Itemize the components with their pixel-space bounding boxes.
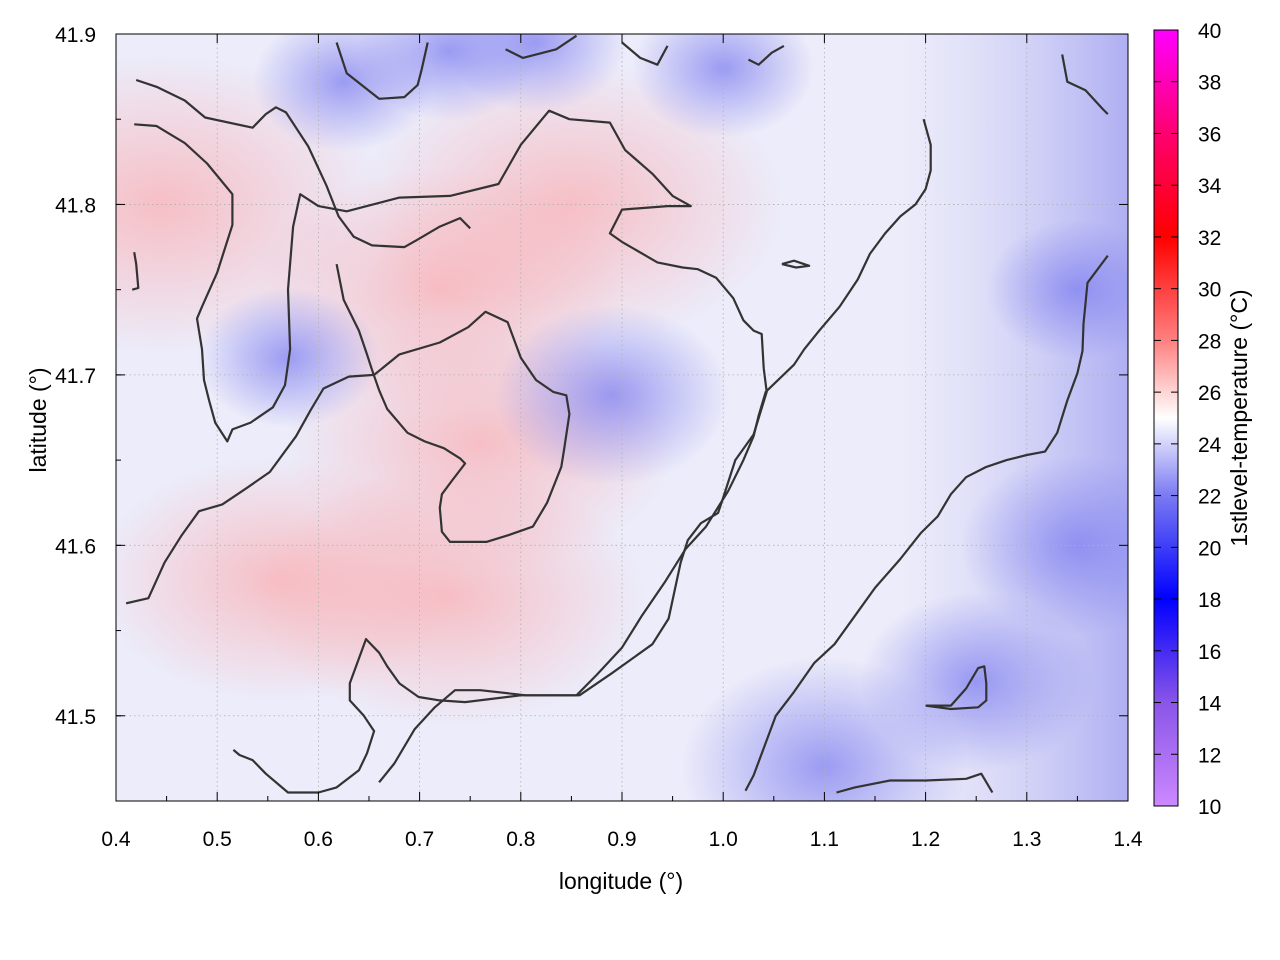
colorbar-tick-label: 18	[1198, 589, 1221, 612]
contour-north-edge-2	[621, 41, 669, 66]
y-axis-label: latitude (°)	[25, 367, 51, 472]
colorbar-tick-label: 14	[1198, 693, 1222, 716]
cold-area-2	[445, 34, 627, 113]
colorbar-tick-label: 26	[1198, 382, 1221, 405]
colorbar-label: 1stlevel-temperature (°C)	[1226, 289, 1252, 546]
contour-north-east-corner	[1061, 54, 1109, 115]
contour-tiny-loop	[781, 259, 811, 269]
colorbar-tick-label: 24	[1198, 434, 1222, 457]
cold-area-3	[494, 305, 729, 486]
contour-eastern-band	[378, 118, 932, 783]
colorbar-tick-label: 20	[1198, 537, 1221, 560]
x-tick-label: 0.8	[506, 828, 535, 851]
colorbar-tick-label: 28	[1198, 330, 1221, 353]
y-tick-label: 41.7	[55, 365, 96, 388]
colorbar-tick-label: 22	[1198, 486, 1221, 509]
x-axis: 0.4 0.5 0.6 0.7 0.8 0.9 1.0 1.1 1.2 1.3 1.4	[101, 34, 1143, 851]
colorbar-tick-label: 36	[1198, 123, 1221, 146]
colorbar-tick-label: 10	[1198, 796, 1221, 819]
x-tick-label: 1.1	[810, 828, 839, 851]
colorbar-tick-label: 40	[1198, 20, 1221, 43]
y-tick-label: 41.5	[55, 706, 96, 729]
colorbar-tick-label: 34	[1198, 175, 1222, 198]
cold-area-9	[632, 34, 815, 139]
colorbar-tick-label: 16	[1198, 641, 1221, 664]
contour-west-closed-region	[134, 109, 768, 794]
x-tick-label: 0.7	[405, 828, 434, 851]
contour-south-closed-small	[925, 665, 988, 711]
x-tick-label: 0.5	[203, 828, 232, 851]
contour-west-edge-nub	[131, 252, 140, 291]
y-tick-label: 41.9	[55, 24, 96, 47]
y-axis: 41.5 41.6 41.7 41.8 41.9	[55, 24, 1128, 802]
colorbar-tick-label: 30	[1198, 279, 1221, 302]
contour-north-edge-3	[748, 44, 785, 66]
contour-western-warm-region	[135, 78, 471, 249]
x-tick-label: 0.9	[607, 828, 636, 851]
cold-area-7	[681, 656, 968, 801]
x-tick-label: 0.6	[304, 828, 333, 851]
heatmap-field	[116, 34, 1128, 801]
cold-area-8	[986, 219, 1128, 360]
plot-area	[116, 34, 1128, 801]
colorbar-ticks: 10 12 14 16 18 20 22 24 26 28 30 32 34 36 38 40	[1154, 20, 1222, 819]
grid	[116, 34, 1128, 801]
contour-far-east-band	[744, 254, 1109, 792]
contour-south-edge	[836, 772, 994, 794]
y-tick-label: 41.6	[55, 535, 96, 558]
contour-north-edge-1	[505, 34, 578, 60]
contour-north-bump	[335, 42, 429, 100]
colorbar: 10 12 14 16 18 20 22 24 26 28 30 32 34 36 38 40 1stleve…	[1153, 20, 1252, 819]
contours	[125, 34, 1109, 794]
x-tick-label: 1.0	[709, 828, 738, 851]
y-tick-label: 41.8	[55, 194, 96, 217]
x-axis-label: longitude (°)	[559, 868, 683, 894]
colorbar-tick-label: 38	[1198, 72, 1221, 95]
colorbar-tick-label: 32	[1198, 227, 1221, 250]
x-tick-label: 1.4	[1113, 828, 1143, 851]
colorbar-tick-label: 12	[1198, 744, 1221, 767]
colorbar-gradient	[1153, 29, 1179, 807]
x-tick-label: 0.4	[101, 828, 131, 851]
x-tick-label: 1.3	[1012, 828, 1041, 851]
x-tick-label: 1.2	[911, 828, 940, 851]
contour-central-basin	[125, 263, 571, 605]
